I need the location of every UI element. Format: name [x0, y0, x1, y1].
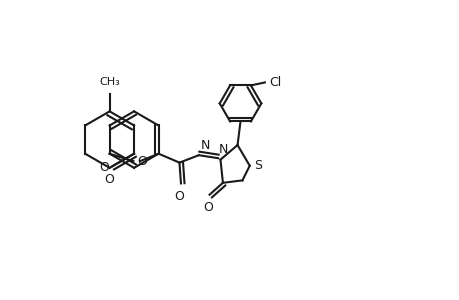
Text: O: O — [137, 154, 146, 168]
Text: O: O — [174, 190, 184, 203]
Text: N: N — [218, 143, 228, 156]
Text: S: S — [254, 159, 262, 172]
Text: Cl: Cl — [268, 76, 280, 89]
Text: O: O — [203, 201, 213, 214]
Text: CH₃: CH₃ — [99, 77, 120, 87]
Text: O: O — [99, 161, 109, 174]
Text: N: N — [200, 139, 209, 152]
Text: O: O — [105, 173, 114, 186]
